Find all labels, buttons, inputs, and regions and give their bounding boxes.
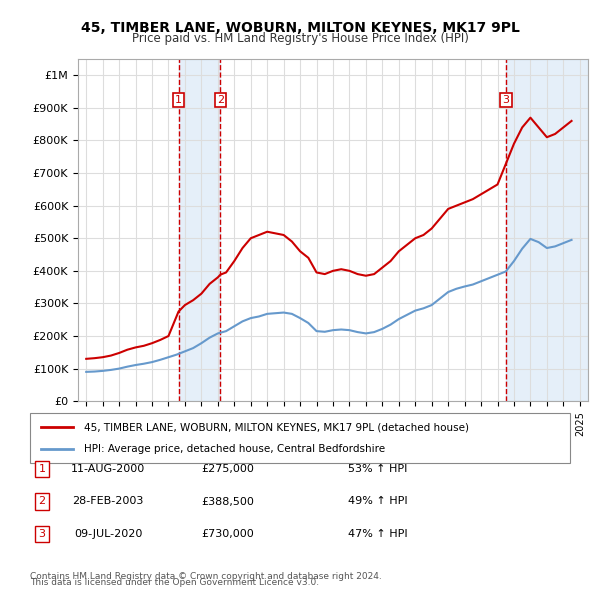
Text: £388,500: £388,500 xyxy=(202,497,254,506)
Text: 1: 1 xyxy=(38,464,46,474)
Text: 53% ↑ HPI: 53% ↑ HPI xyxy=(348,464,407,474)
Text: £730,000: £730,000 xyxy=(202,529,254,539)
Text: Price paid vs. HM Land Registry's House Price Index (HPI): Price paid vs. HM Land Registry's House … xyxy=(131,32,469,45)
Bar xyxy=(506,59,588,401)
Text: 47% ↑ HPI: 47% ↑ HPI xyxy=(348,529,407,539)
Text: 1: 1 xyxy=(175,95,182,105)
Text: 2: 2 xyxy=(217,95,224,105)
Text: 11-AUG-2000: 11-AUG-2000 xyxy=(71,464,145,474)
Text: 09-JUL-2020: 09-JUL-2020 xyxy=(74,529,142,539)
Text: 28-FEB-2003: 28-FEB-2003 xyxy=(73,497,143,506)
Text: 3: 3 xyxy=(503,95,509,105)
FancyBboxPatch shape xyxy=(30,413,570,463)
Text: 45, TIMBER LANE, WOBURN, MILTON KEYNES, MK17 9PL: 45, TIMBER LANE, WOBURN, MILTON KEYNES, … xyxy=(80,21,520,35)
Text: 2: 2 xyxy=(38,497,46,506)
Text: Contains HM Land Registry data © Crown copyright and database right 2024.: Contains HM Land Registry data © Crown c… xyxy=(30,572,382,581)
Text: £275,000: £275,000 xyxy=(202,464,254,474)
Text: 3: 3 xyxy=(38,529,46,539)
Text: HPI: Average price, detached house, Central Bedfordshire: HPI: Average price, detached house, Cent… xyxy=(84,444,385,454)
Text: 45, TIMBER LANE, WOBURN, MILTON KEYNES, MK17 9PL (detached house): 45, TIMBER LANE, WOBURN, MILTON KEYNES, … xyxy=(84,422,469,432)
Text: 49% ↑ HPI: 49% ↑ HPI xyxy=(348,497,407,506)
Bar xyxy=(179,59,220,401)
Text: This data is licensed under the Open Government Licence v3.0.: This data is licensed under the Open Gov… xyxy=(30,578,319,587)
